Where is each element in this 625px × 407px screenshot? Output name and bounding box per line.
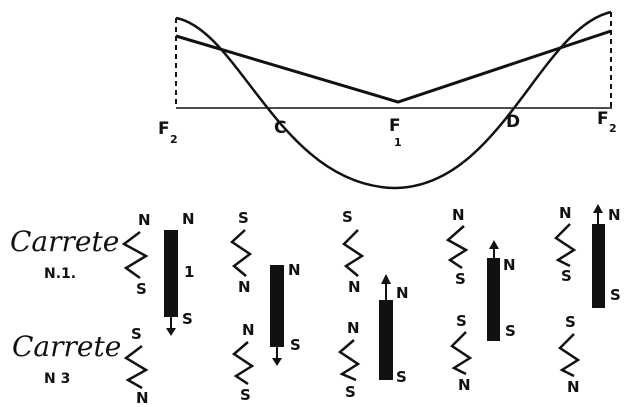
col4-magnet-upper: N — [503, 256, 516, 274]
col5-magnet — [592, 224, 605, 308]
col5-magnet-lower: S — [610, 286, 621, 304]
col5-arrow-head — [593, 204, 603, 213]
col3-top-lower: N — [348, 278, 361, 296]
row1-title: Carrete — [10, 225, 119, 258]
col2-bottom-coil — [231, 341, 255, 386]
col3-bot-lower: S — [345, 383, 356, 401]
col1-magnet — [164, 230, 178, 317]
col3-top-upper: S — [342, 208, 353, 226]
col1-top-lower: S — [136, 280, 147, 298]
col5-top-coil — [554, 223, 577, 268]
col2-bot-lower: S — [240, 386, 251, 404]
row1-sub: N.1. — [44, 266, 76, 282]
col2-magnet — [270, 265, 284, 347]
wave-graph — [175, 10, 612, 190]
col5-bottom-coil — [558, 333, 581, 378]
row-titles: Carrete N.1. Carrete N 3 — [10, 225, 121, 387]
label-f3: F — [597, 109, 609, 129]
col5-top-upper: N — [559, 204, 572, 222]
col5-top-lower: S — [561, 267, 572, 285]
col4-top-lower: S — [455, 270, 466, 288]
col4-bot-lower: N — [458, 376, 471, 394]
col1-bottom-coil — [123, 345, 149, 390]
label-f2: F — [158, 119, 170, 139]
v-line — [175, 29, 612, 104]
col4-bot-upper: S — [456, 312, 467, 330]
label-f2-sub: 2 — [170, 133, 178, 146]
col4-bottom-coil — [450, 331, 473, 376]
label-f1-sub: 1 — [394, 136, 402, 149]
label-f3-sub: 2 — [609, 122, 617, 135]
col1-arrow-head — [166, 328, 176, 336]
column-1: N S S N N 1 S — [121, 210, 195, 407]
col1-bot-upper: S — [131, 325, 142, 343]
col2-top-coil — [229, 229, 253, 277]
col1-bot-lower: N — [136, 389, 149, 407]
col3-bot-upper: N — [347, 319, 360, 337]
axis-labels: F 2 C F 1 D F 2 — [158, 109, 617, 149]
column-3: S N N S N S — [337, 208, 409, 401]
label-f1: F — [389, 116, 401, 136]
row2-sub: N 3 — [44, 371, 70, 387]
col2-magnet-lower: S — [290, 336, 301, 354]
col2-top-upper: S — [238, 209, 249, 227]
col1-top-upper: N — [138, 211, 151, 229]
col2-magnet-upper: N — [288, 261, 301, 279]
col1-magnet-lower: S — [182, 310, 193, 328]
col3-magnet — [379, 300, 393, 380]
col4-magnet — [487, 258, 500, 341]
col1-magnet-upper: N — [182, 210, 195, 228]
col2-top-lower: N — [238, 278, 251, 296]
col4-top-upper: N — [452, 206, 465, 224]
col3-magnet-lower: S — [396, 368, 407, 386]
col2-bot-upper: N — [242, 321, 255, 339]
column-5: N S S N N S — [554, 204, 621, 396]
column-2: S N N S N S — [229, 209, 301, 404]
col3-bottom-coil — [337, 339, 361, 382]
label-c: C — [274, 118, 286, 138]
col5-magnet-upper: N — [608, 206, 621, 224]
column-4: N S S N N S — [445, 206, 516, 394]
col5-bot-lower: N — [567, 378, 580, 396]
cosine-curve — [175, 10, 612, 190]
col3-magnet-upper: N — [396, 284, 409, 302]
col4-arrow-head — [489, 240, 499, 249]
label-d: D — [506, 112, 520, 132]
row2-title: Carrete — [12, 330, 121, 363]
col2-arrow-head — [272, 358, 282, 366]
col4-magnet-lower: S — [505, 322, 516, 340]
col5-bot-upper: S — [565, 313, 576, 331]
col1-magnet-mid: 1 — [184, 263, 194, 281]
col3-top-coil — [342, 229, 365, 277]
col3-arrow-head — [381, 274, 391, 284]
col1-top-coil — [121, 231, 149, 280]
col4-top-coil — [445, 225, 469, 270]
